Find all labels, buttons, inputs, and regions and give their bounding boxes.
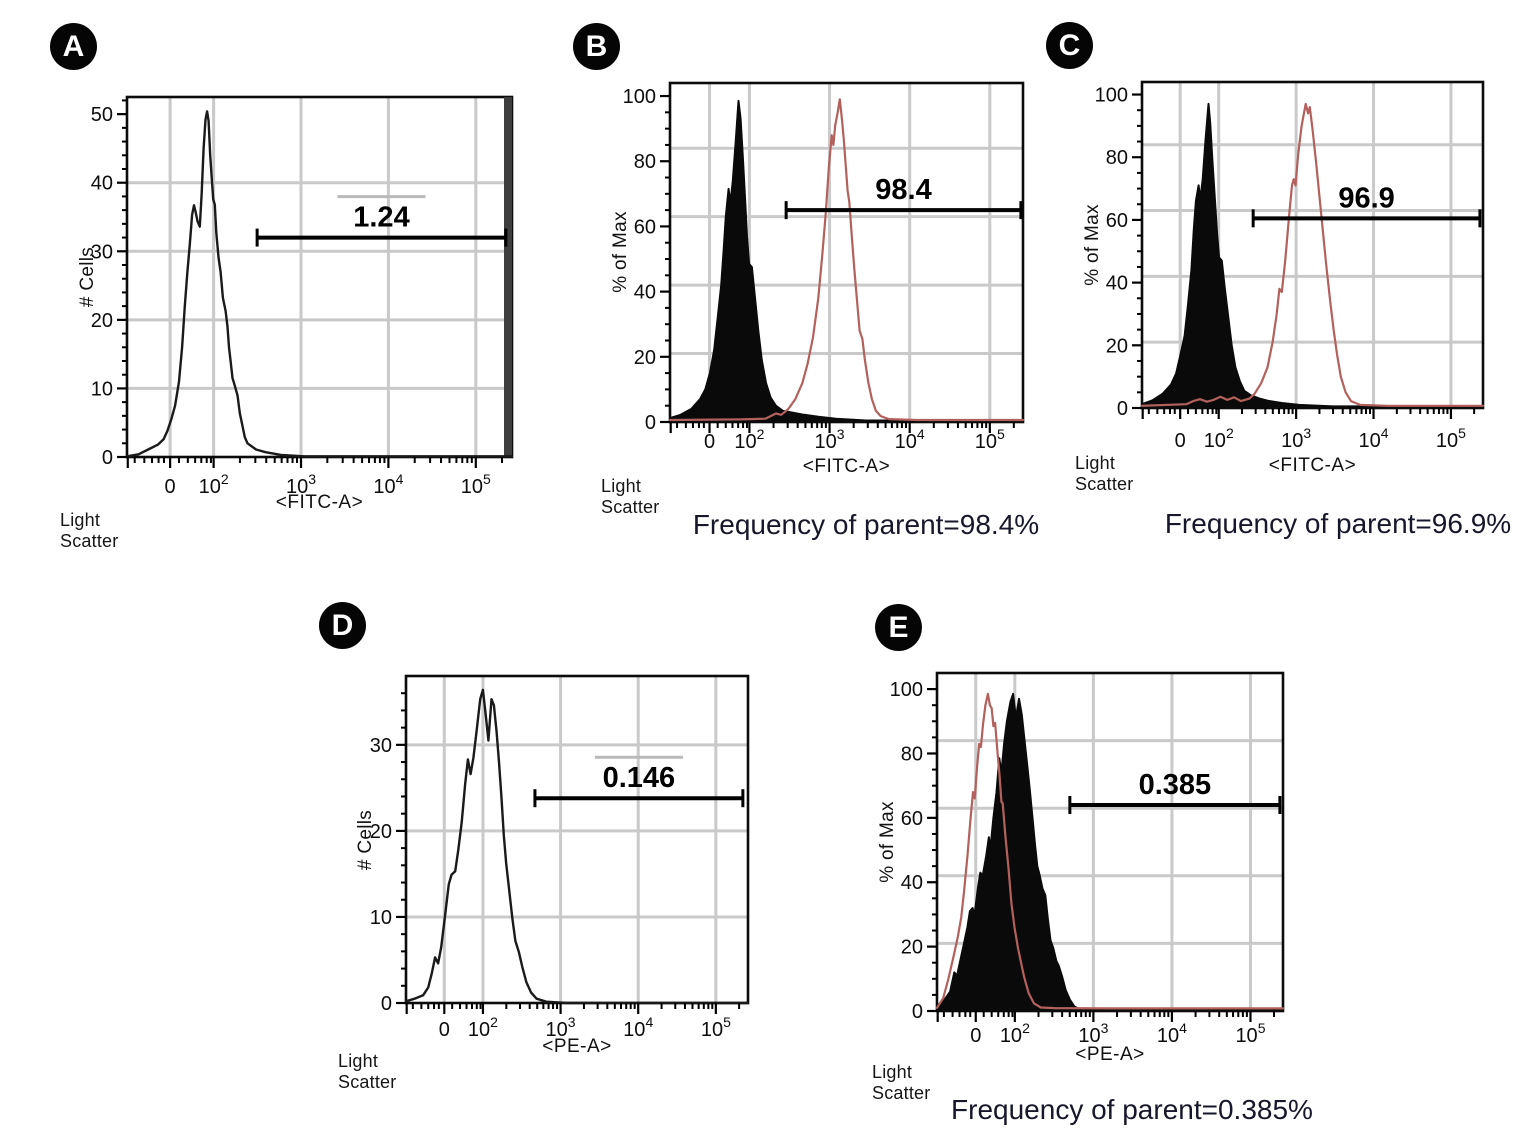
plot-border-right-band bbox=[504, 97, 512, 457]
panel-b-caption: Frequency of parent=98.4% bbox=[692, 509, 1040, 540]
x-tick-label-decade: 105 bbox=[1436, 425, 1466, 452]
y-tick-label: 80 bbox=[634, 151, 656, 173]
y-tick-label: 100 bbox=[890, 679, 923, 701]
x-tick-label-decade: 103 bbox=[1281, 425, 1311, 452]
panel-c-x-axis-title: <FITC-A> bbox=[1268, 455, 1357, 476]
y-tick-label: 100 bbox=[623, 86, 656, 108]
y-tick-label: 80 bbox=[901, 743, 923, 765]
y-tick-label: 40 bbox=[1106, 273, 1128, 295]
panel-a-corner-label: Light Scatter bbox=[60, 510, 119, 551]
x-tick-label-zero: 0 bbox=[439, 1019, 450, 1041]
y-tick-label: 20 bbox=[91, 310, 113, 332]
panel-c-y-axis-title: % of Max bbox=[1082, 204, 1103, 286]
panel-d-x-axis-title: <PE-A> bbox=[542, 1036, 612, 1057]
x-tick-label-decade: 104 bbox=[895, 426, 925, 453]
x-tick-label-zero: 0 bbox=[970, 1025, 981, 1047]
panel-d-y-axis-title: # Cells bbox=[355, 809, 376, 871]
x-tick-label-zero: 0 bbox=[1175, 430, 1186, 452]
histogram-outline-black bbox=[125, 110, 514, 458]
panel-c-corner-label: Light Scatter bbox=[1075, 453, 1134, 494]
histogram-outline-red bbox=[935, 692, 1285, 1010]
x-tick-label-zero: 0 bbox=[704, 431, 715, 453]
histogram-filled-black bbox=[1141, 102, 1484, 409]
y-tick-label: 100 bbox=[1095, 85, 1128, 107]
y-tick-label: 20 bbox=[901, 937, 923, 959]
y-tick-label: 0 bbox=[645, 412, 656, 434]
panel-e-histogram: 0 20 40 60 80 100 0 102 103 104 105 0.385 bbox=[890, 671, 1285, 1047]
gate-percent-label: 0.146 bbox=[603, 762, 676, 794]
gate-percent-label: 1.24 bbox=[353, 202, 409, 234]
y-tick-label: 30 bbox=[370, 735, 392, 757]
y-tick-label: 40 bbox=[634, 282, 656, 304]
y-tick-label: 40 bbox=[91, 173, 113, 195]
plot-border bbox=[125, 95, 514, 459]
x-tick-label-decade: 102 bbox=[1204, 425, 1234, 452]
panel-e-caption: Frequency of parent=0.385% bbox=[951, 1094, 1313, 1125]
x-tick-label-decade: 103 bbox=[1078, 1020, 1108, 1047]
plot-border bbox=[1140, 80, 1485, 410]
y-tick-label: 30 bbox=[91, 241, 113, 263]
panel-d-badge: D bbox=[319, 602, 366, 649]
plot-border bbox=[935, 671, 1285, 1013]
histogram-outline-black bbox=[404, 688, 750, 1005]
panel-e-badge: E bbox=[875, 604, 922, 651]
panel-c-badge: C bbox=[1046, 22, 1093, 69]
panel-b-corner-label: Light Scatter bbox=[601, 476, 660, 517]
x-tick-label-decade: 105 bbox=[1235, 1020, 1265, 1047]
x-tick-label-decade: 102 bbox=[199, 471, 229, 498]
panel-a-y-axis-title: # Cells bbox=[77, 246, 98, 308]
x-tick-label-decade: 102 bbox=[1000, 1020, 1030, 1047]
y-tick-label: 20 bbox=[1106, 335, 1128, 357]
y-tick-label: 20 bbox=[634, 347, 656, 369]
gate-percent-label: 98.4 bbox=[875, 174, 931, 206]
y-tick-label: 60 bbox=[634, 216, 656, 238]
panel-b-histogram: 0 20 40 60 80 100 0 102 103 104 105 98.4 bbox=[623, 81, 1025, 453]
y-tick-label: 40 bbox=[901, 872, 923, 894]
x-tick-label-decade: 105 bbox=[701, 1014, 731, 1041]
y-tick-label: 50 bbox=[91, 104, 113, 126]
panel-e-x-axis-title: <PE-A> bbox=[1075, 1044, 1145, 1065]
panel-d-corner-label: Light Scatter bbox=[338, 1051, 397, 1092]
panel-e-corner-label: Light Scatter bbox=[872, 1062, 931, 1103]
x-tick-label-decade: 104 bbox=[1359, 425, 1389, 452]
panel-b-badge: B bbox=[573, 23, 620, 70]
y-tick-label: 10 bbox=[91, 378, 113, 400]
panel-c-caption: Frequency of parent=96.9% bbox=[1164, 508, 1512, 539]
y-tick-label: 0 bbox=[912, 1001, 923, 1023]
y-tick-label: 0 bbox=[102, 447, 113, 469]
gate-percent-label: 96.9 bbox=[1338, 182, 1394, 214]
x-tick-label-decade: 105 bbox=[975, 426, 1005, 453]
panel-c-histogram: 0 20 40 60 80 100 0 102 103 104 105 96.9 bbox=[1095, 80, 1485, 452]
panel-b-y-axis-title: % of Max bbox=[610, 211, 631, 293]
histogram-filled-black bbox=[936, 692, 1284, 1012]
histogram-outline-red bbox=[1140, 102, 1485, 407]
plot-border bbox=[668, 81, 1025, 424]
y-tick-label: 20 bbox=[370, 821, 392, 843]
histogram-filled-black bbox=[669, 99, 1024, 423]
x-tick-label-decade: 102 bbox=[734, 426, 764, 453]
y-tick-label: 0 bbox=[381, 993, 392, 1015]
panel-a-x-axis-title: <FITC-A> bbox=[275, 492, 364, 513]
histogram-outline-red bbox=[668, 98, 1025, 422]
x-tick-label-decade: 104 bbox=[1157, 1020, 1187, 1047]
y-tick-label: 0 bbox=[1117, 398, 1128, 420]
x-tick-label-zero: 0 bbox=[165, 476, 176, 498]
panel-e-y-axis-title: % of Max bbox=[877, 801, 898, 883]
x-tick-label-decade: 103 bbox=[815, 426, 845, 453]
plot-border bbox=[404, 674, 750, 1005]
y-tick-label: 80 bbox=[1106, 147, 1128, 169]
y-tick-label: 10 bbox=[370, 907, 392, 929]
panel-a-badge: A bbox=[50, 23, 97, 70]
y-tick-label: 60 bbox=[901, 808, 923, 830]
gate-percent-label: 0.385 bbox=[1139, 769, 1212, 801]
panel-b-x-axis-title: <FITC-A> bbox=[802, 456, 891, 477]
y-tick-label: 60 bbox=[1106, 210, 1128, 232]
